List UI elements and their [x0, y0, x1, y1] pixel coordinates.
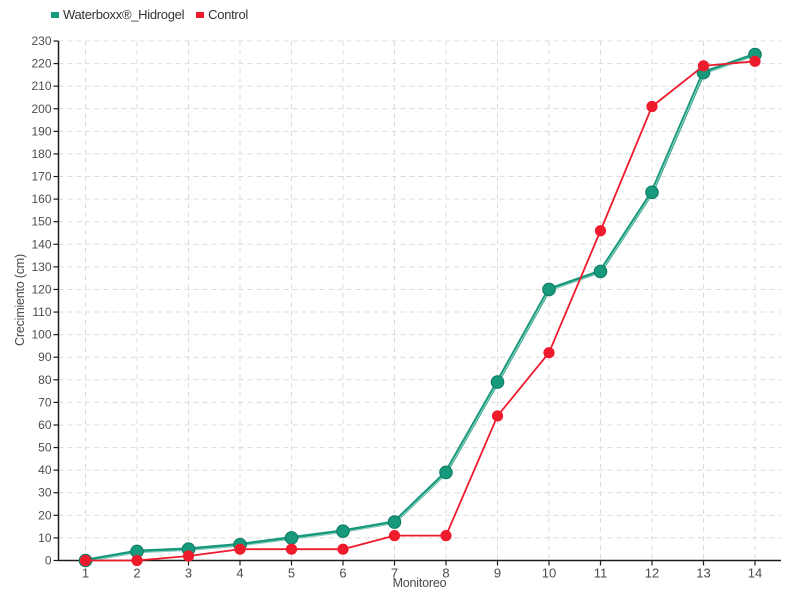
control-data-point — [646, 100, 658, 113]
y-tick-label: 0 — [45, 554, 52, 568]
y-tick-label: 90 — [38, 350, 52, 364]
y-tick-label: 200 — [31, 102, 51, 116]
x-tick-label: 11 — [594, 566, 608, 581]
x-axis-title: Monitoreo — [393, 576, 447, 590]
y-tick-label: 120 — [31, 282, 51, 296]
y-tick-label: 50 — [38, 441, 52, 455]
control-data-point — [749, 55, 761, 67]
y-tick-label: 140 — [31, 237, 51, 251]
y-tick-label: 150 — [31, 215, 51, 229]
waterboxx-data-point — [387, 515, 402, 529]
control-data-point — [131, 554, 143, 567]
control-series-label: Control — [208, 7, 248, 22]
control-series-swatch-icon — [196, 11, 205, 18]
y-tick-label: 10 — [38, 531, 52, 545]
x-tick-label: 5 — [288, 566, 295, 581]
y-axis-title: Crecimiento (cm) — [13, 254, 27, 346]
y-tick-label: 230 — [31, 34, 51, 48]
x-tick-label: 1 — [82, 566, 89, 581]
y-tick-label: 20 — [38, 508, 52, 522]
tick-labels: 0102030405060708090100110120130140150160… — [31, 34, 762, 581]
series-line — [83, 52, 757, 563]
y-tick-label: 60 — [38, 418, 52, 432]
control-data-point — [182, 550, 195, 562]
waterboxx-data-point — [439, 465, 453, 480]
control-data-point — [337, 543, 349, 555]
control-data-point — [388, 530, 401, 542]
y-tick-label: 130 — [31, 260, 51, 274]
control-data-point — [285, 543, 298, 555]
series-line-highlight — [85, 55, 756, 563]
control-data-point — [594, 225, 607, 237]
control-data-point — [79, 554, 92, 567]
waterboxx-data-point — [490, 375, 505, 389]
y-tick-label: 110 — [32, 305, 51, 319]
y-tick-label: 70 — [38, 395, 52, 409]
axes — [53, 40, 781, 566]
x-tick-label: 9 — [494, 566, 501, 581]
control-data-point — [697, 60, 710, 72]
x-tick-label: 6 — [339, 566, 346, 581]
waterboxx-series-label: Waterboxx®_Hidrogel — [63, 7, 185, 22]
waterboxx-data-point — [336, 524, 350, 538]
y-tick-label: 220 — [31, 57, 51, 71]
series-line — [84, 60, 756, 562]
control-data-point — [543, 347, 555, 359]
x-tick-label: 4 — [236, 566, 243, 581]
x-tick-label: 14 — [748, 566, 762, 581]
y-tick-label: 80 — [38, 373, 52, 387]
y-tick-label: 160 — [31, 192, 51, 206]
x-tick-label: 10 — [542, 566, 556, 581]
control-data-point — [491, 410, 504, 422]
legend-item-waterboxx-hidrogel[interactable]: Waterboxx®_Hidrogel — [51, 7, 184, 22]
waterboxx-data-point — [284, 531, 299, 545]
waterboxx-series-swatch-icon — [51, 11, 59, 18]
legend-item-control[interactable]: Control — [196, 7, 248, 22]
x-tick-label: 13 — [696, 566, 710, 581]
y-tick-label: 170 — [31, 170, 51, 184]
x-tick-label: 12 — [645, 566, 659, 581]
gridlines — [58, 40, 781, 561]
control-data-point — [440, 530, 452, 542]
waterboxx-data-point — [593, 264, 608, 279]
x-tick-label: 7 — [391, 566, 398, 581]
y-tick-label: 100 — [31, 328, 51, 342]
y-tick-label: 40 — [38, 463, 52, 477]
x-tick-label: 2 — [133, 566, 140, 581]
y-tick-label: 190 — [31, 124, 51, 138]
x-tick-label: 3 — [185, 566, 192, 581]
chart-legend: Waterboxx®_Hidrogel Control — [51, 7, 248, 22]
y-tick-label: 180 — [31, 147, 51, 161]
x-tick-label: 8 — [442, 566, 449, 581]
waterboxx-data-point — [645, 185, 659, 200]
y-tick-label: 210 — [31, 79, 51, 93]
data-series — [78, 47, 762, 568]
y-tick-label: 30 — [38, 486, 52, 500]
waterboxx-data-point — [542, 282, 556, 297]
control-data-point — [234, 543, 246, 555]
